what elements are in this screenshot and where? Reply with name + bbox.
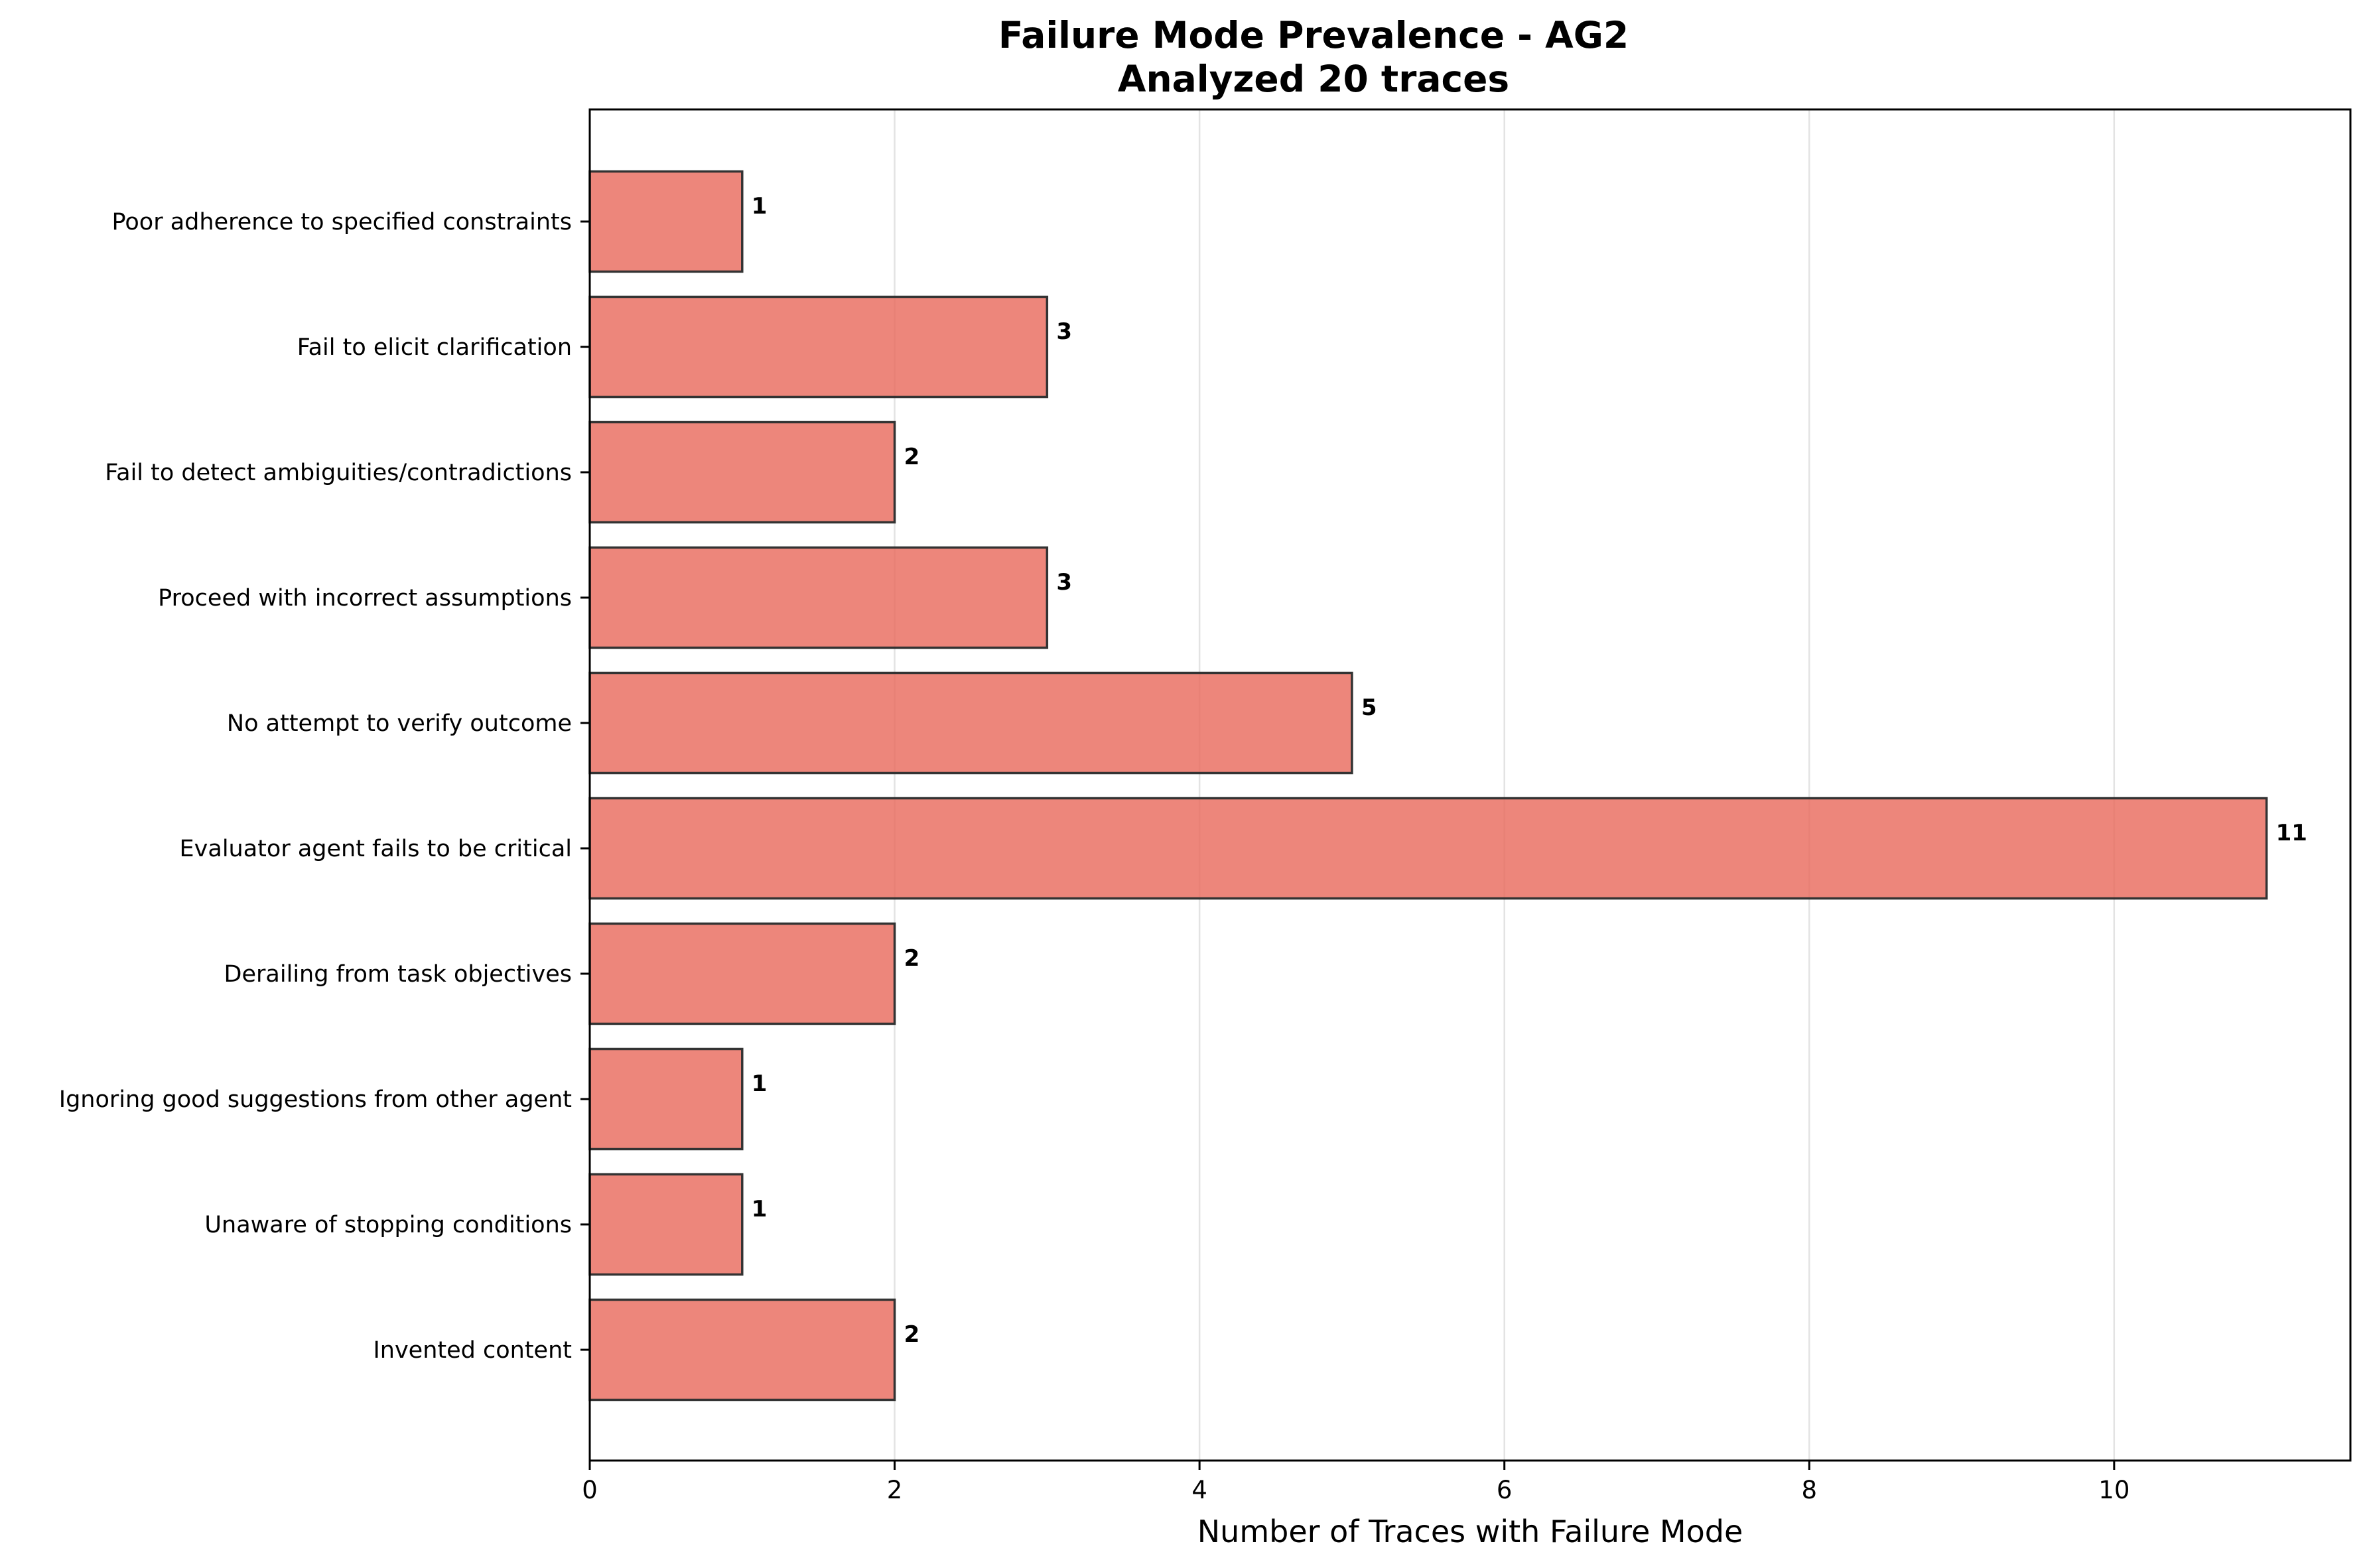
y-tick-label: Ignoring good suggestions from other age… <box>59 1086 572 1113</box>
data-label: 2 <box>904 1321 920 1348</box>
bar <box>588 421 896 524</box>
bar <box>588 922 896 1025</box>
data-label: 11 <box>2276 820 2307 846</box>
data-label: 2 <box>904 444 920 470</box>
y-tick-label: No attempt to verify outcome <box>227 710 572 737</box>
bar <box>588 1298 896 1402</box>
y-tick-label: Evaluator agent fails to be critical <box>180 836 572 862</box>
x-tick-label: 2 <box>887 1476 903 1504</box>
y-tick-label: Proceed with incorrect assumptions <box>158 585 572 612</box>
chart-subtitle: Analyzed 20 traces <box>1118 58 1509 100</box>
y-axis: Poor adherence to specified constraints F… <box>59 209 590 1364</box>
bar <box>588 1047 744 1151</box>
data-label: 5 <box>1361 694 1377 721</box>
plot-frame <box>588 108 2352 1462</box>
x-tick-label: 0 <box>582 1476 598 1504</box>
y-tick-label: Unaware of stopping conditions <box>204 1212 572 1238</box>
bar <box>588 671 1353 775</box>
x-tick-label: 6 <box>1497 1476 1513 1504</box>
data-label: 1 <box>752 193 768 220</box>
bar <box>588 797 2268 900</box>
y-tick-label: Fail to detect ambiguities/contradiction… <box>105 460 572 486</box>
x-tick-label: 8 <box>1801 1476 1817 1504</box>
x-axis-label: Number of Traces with Failure Mode <box>1197 1514 1743 1549</box>
y-tick-label: Invented content <box>373 1337 572 1364</box>
data-label: 3 <box>1056 569 1072 596</box>
x-tick-label: 4 <box>1191 1476 1207 1504</box>
data-label: 1 <box>752 1071 768 1097</box>
x-tick-label: 10 <box>2098 1476 2130 1504</box>
y-tick-label: Fail to elicit clarification <box>297 334 572 361</box>
y-tick-label: Poor adherence to specified constraints <box>112 209 572 235</box>
bar <box>588 170 744 273</box>
y-tick-label: Derailing from task objectives <box>224 961 572 988</box>
data-label: 1 <box>752 1196 768 1222</box>
data-label: 2 <box>904 945 920 972</box>
data-label: 3 <box>1056 318 1072 345</box>
bar <box>588 546 1049 649</box>
bar <box>588 295 1049 399</box>
chart-title: Failure Mode Prevalence - AG2 <box>998 14 1629 56</box>
x-axis: 0 2 4 6 8 10 <box>582 1461 2130 1504</box>
bar <box>588 1173 744 1276</box>
